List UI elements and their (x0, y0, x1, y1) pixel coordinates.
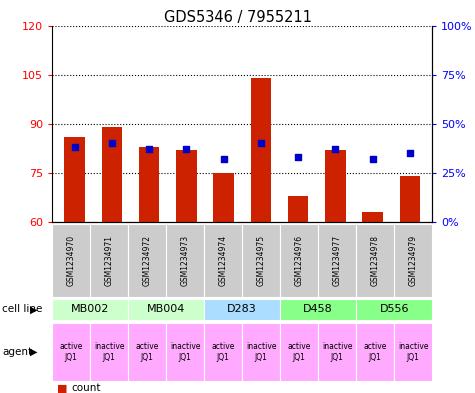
Point (220, 156, 228, 162)
Text: D458: D458 (304, 305, 333, 314)
Text: GSM1234973: GSM1234973 (181, 235, 190, 286)
Text: inactive
JQ1: inactive JQ1 (170, 342, 200, 362)
Text: GSM1234975: GSM1234975 (257, 235, 266, 286)
Text: agent: agent (2, 347, 32, 357)
Text: D283: D283 (228, 305, 257, 314)
Text: GSM1234972: GSM1234972 (143, 235, 152, 286)
Text: inactive
JQ1: inactive JQ1 (322, 342, 352, 362)
Text: GSM1234976: GSM1234976 (295, 235, 304, 286)
Text: active
JQ1: active JQ1 (211, 342, 235, 362)
Text: active
JQ1: active JQ1 (287, 342, 311, 362)
Point (369, 156, 377, 162)
Bar (176, 150, 197, 222)
Text: ▶: ▶ (30, 305, 38, 314)
Text: GSM1234979: GSM1234979 (409, 235, 418, 286)
Text: GDS5346 / 7955211: GDS5346 / 7955211 (163, 10, 312, 25)
Text: active
JQ1: active JQ1 (135, 342, 159, 362)
Bar (213, 173, 234, 222)
Bar (325, 150, 346, 222)
Bar (64, 137, 85, 222)
Text: GSM1234971: GSM1234971 (105, 235, 114, 286)
Point (332, 146, 339, 152)
Point (182, 146, 190, 152)
Point (294, 154, 302, 160)
Text: GSM1234977: GSM1234977 (333, 235, 342, 286)
Text: cell line: cell line (2, 305, 43, 314)
Text: MB002: MB002 (71, 305, 109, 314)
Text: D556: D556 (380, 305, 409, 314)
Bar (102, 127, 122, 222)
Text: MB004: MB004 (147, 305, 185, 314)
Point (108, 140, 115, 147)
Text: GSM1234970: GSM1234970 (67, 235, 76, 286)
Text: GSM1234974: GSM1234974 (219, 235, 228, 286)
Bar (251, 78, 271, 222)
Point (145, 146, 153, 152)
Text: inactive
JQ1: inactive JQ1 (94, 342, 124, 362)
Text: inactive
JQ1: inactive JQ1 (398, 342, 428, 362)
Text: inactive
JQ1: inactive JQ1 (246, 342, 276, 362)
Bar (399, 176, 420, 222)
Bar (362, 212, 383, 222)
Bar (288, 196, 308, 222)
Text: ▶: ▶ (30, 347, 38, 357)
Bar (139, 147, 159, 222)
Point (406, 150, 414, 156)
Text: count: count (71, 383, 101, 393)
Point (257, 140, 265, 147)
Point (71, 144, 78, 151)
Text: active
JQ1: active JQ1 (363, 342, 387, 362)
Text: active
JQ1: active JQ1 (59, 342, 83, 362)
Text: GSM1234978: GSM1234978 (371, 235, 380, 286)
Text: ■: ■ (57, 383, 67, 393)
